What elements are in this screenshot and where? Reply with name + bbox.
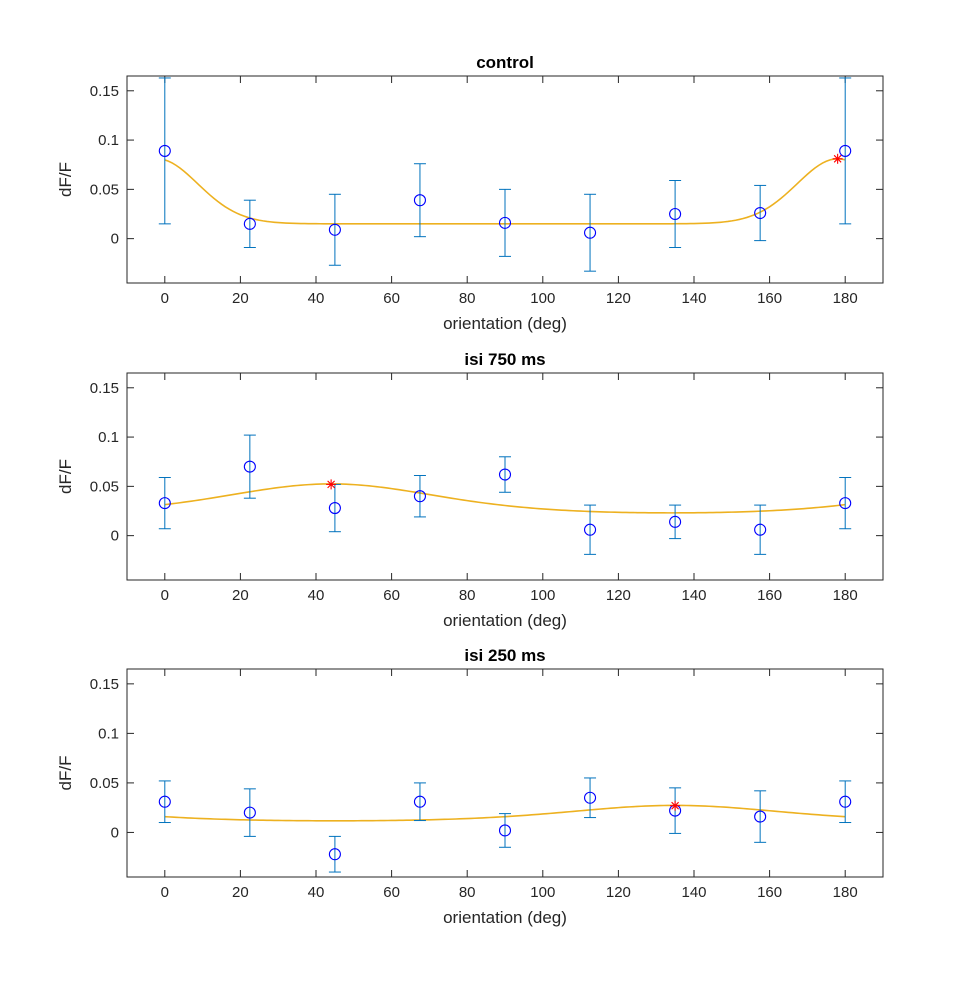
x-tick-label: 0 bbox=[161, 884, 169, 901]
data-point bbox=[754, 523, 767, 536]
data-point bbox=[413, 795, 427, 808]
peak-marker-stroke bbox=[833, 154, 842, 163]
data-point bbox=[413, 194, 427, 207]
x-tick-label: 0 bbox=[161, 587, 169, 604]
data-point bbox=[498, 468, 512, 481]
x-tick-label: 80 bbox=[459, 290, 476, 307]
y-tick-label: 0.1 bbox=[98, 132, 119, 149]
data-point bbox=[583, 523, 597, 536]
peak-marker bbox=[670, 800, 681, 811]
data-point bbox=[754, 810, 767, 823]
x-axis-label: orientation (deg) bbox=[443, 314, 567, 333]
x-tick-label: 180 bbox=[833, 290, 858, 307]
y-axis-label: dF/F bbox=[56, 459, 75, 494]
data-point bbox=[839, 795, 852, 808]
data-point bbox=[243, 806, 256, 819]
chart-panel-1: 0 20 40 60 80 100 120 140 160 180 0 0.05 0.1 0.15 cont… bbox=[56, 53, 884, 333]
x-tick-label: 40 bbox=[308, 290, 325, 307]
y-tick-label: 0.05 bbox=[90, 775, 119, 792]
y-tick-label: 0.15 bbox=[90, 83, 119, 100]
y-axis-label: dF/F bbox=[56, 756, 75, 791]
x-tick-label: 100 bbox=[530, 290, 555, 307]
x-tick-label: 120 bbox=[606, 587, 631, 604]
y-axis-label: dF/F bbox=[56, 162, 75, 197]
data-point bbox=[243, 217, 256, 230]
chart-title: isi 750 ms bbox=[464, 350, 545, 369]
data-point bbox=[669, 515, 682, 528]
x-tick-label: 160 bbox=[757, 290, 782, 307]
y-tick-label: 0.1 bbox=[98, 429, 119, 446]
data-point bbox=[839, 497, 852, 510]
data-point bbox=[583, 791, 597, 804]
x-tick-label: 60 bbox=[383, 587, 400, 604]
data-point bbox=[839, 144, 852, 157]
data-point bbox=[413, 490, 427, 503]
chart-panel-2: 0 20 40 60 80 100 120 140 160 180 0 0.05 0.1 0.15 isi … bbox=[56, 350, 884, 630]
x-tick-label: 100 bbox=[530, 587, 555, 604]
x-tick-label: 120 bbox=[606, 884, 631, 901]
data-point bbox=[158, 144, 171, 157]
x-tick-label: 160 bbox=[757, 587, 782, 604]
data-point bbox=[669, 207, 682, 221]
x-tick-label: 20 bbox=[232, 884, 249, 901]
data-point bbox=[243, 460, 256, 473]
x-tick-label: 60 bbox=[383, 290, 400, 307]
x-tick-label: 80 bbox=[459, 587, 476, 604]
x-tick-label: 100 bbox=[530, 884, 555, 901]
y-tick-label: 0 bbox=[111, 231, 119, 248]
y-tick-label: 0.1 bbox=[98, 725, 119, 742]
x-axis-label: orientation (deg) bbox=[443, 908, 567, 927]
x-tick-label: 20 bbox=[232, 290, 249, 307]
fit-curve bbox=[164, 483, 846, 514]
x-tick-label: 180 bbox=[833, 587, 858, 604]
y-tick-label: 0.05 bbox=[90, 478, 119, 495]
peak-marker bbox=[326, 479, 337, 490]
x-tick-label: 80 bbox=[459, 884, 476, 901]
x-tick-label: 140 bbox=[681, 587, 706, 604]
peak-marker-stroke bbox=[327, 480, 336, 489]
data-point bbox=[158, 497, 171, 510]
peak-marker bbox=[832, 153, 843, 164]
data-point bbox=[498, 824, 512, 837]
chart-title: control bbox=[476, 53, 534, 72]
data-point bbox=[498, 216, 512, 229]
x-tick-label: 20 bbox=[232, 587, 249, 604]
y-tick-label: 0.15 bbox=[90, 676, 119, 693]
chart-title: isi 250 ms bbox=[464, 646, 545, 665]
y-tick-label: 0 bbox=[111, 528, 119, 545]
x-tick-label: 40 bbox=[308, 587, 325, 604]
data-point bbox=[328, 848, 341, 861]
x-tick-label: 40 bbox=[308, 884, 325, 901]
data-point bbox=[583, 226, 597, 239]
y-tick-label: 0.15 bbox=[90, 380, 119, 397]
x-tick-label: 140 bbox=[681, 290, 706, 307]
x-tick-label: 160 bbox=[757, 884, 782, 901]
x-tick-label: 0 bbox=[161, 290, 169, 307]
data-point bbox=[328, 223, 341, 236]
x-tick-label: 60 bbox=[383, 884, 400, 901]
x-axis-label: orientation (deg) bbox=[443, 611, 567, 630]
y-tick-label: 0.05 bbox=[90, 181, 119, 198]
peak-marker-stroke bbox=[671, 801, 679, 810]
data-point bbox=[328, 501, 341, 515]
chart-panel-3: 0 20 40 60 80 100 120 140 160 180 0 0.05 0.1 0.15 isi … bbox=[56, 646, 884, 927]
x-tick-label: 180 bbox=[833, 884, 858, 901]
y-tick-label: 0 bbox=[111, 824, 119, 841]
data-point bbox=[158, 795, 171, 808]
x-tick-label: 140 bbox=[681, 884, 706, 901]
x-tick-label: 120 bbox=[606, 290, 631, 307]
data-point bbox=[754, 206, 767, 220]
